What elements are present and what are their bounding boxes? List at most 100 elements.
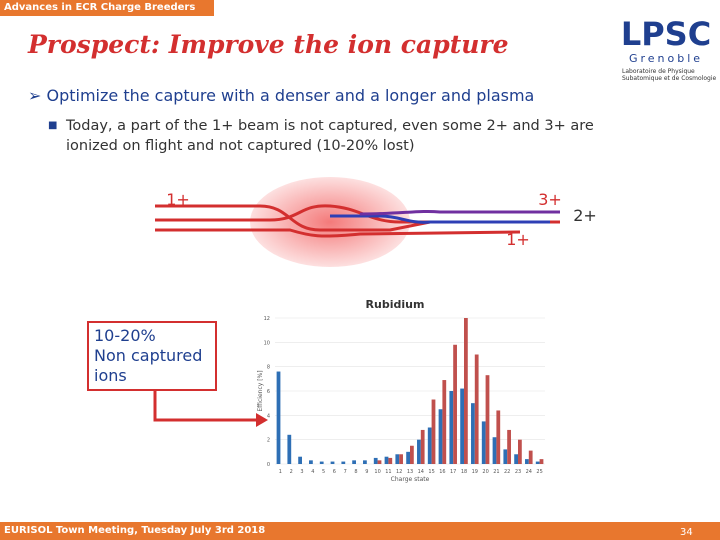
bar bbox=[518, 439, 522, 464]
section-title: Advances in ECR Charge Breeders bbox=[0, 0, 214, 16]
x-tick-label: 14 bbox=[418, 469, 424, 475]
x-tick-label: 8 bbox=[354, 469, 357, 475]
bar bbox=[507, 429, 511, 464]
bar bbox=[431, 399, 436, 464]
y-tick-label: 6 bbox=[267, 389, 270, 395]
x-tick-label: 23 bbox=[515, 469, 521, 475]
footer-text: EURISOL Town Meeting, Tuesday July 3rd 2… bbox=[4, 525, 266, 536]
callout-box bbox=[87, 321, 217, 391]
bar bbox=[330, 461, 335, 464]
bar bbox=[535, 461, 540, 464]
bar bbox=[276, 371, 281, 464]
x-tick-label: 1 bbox=[279, 469, 282, 475]
bar bbox=[388, 457, 393, 464]
logo-name: LPSC bbox=[621, 15, 711, 53]
plasma bbox=[250, 177, 410, 267]
bar bbox=[377, 460, 382, 464]
logo-city: Grenoble bbox=[629, 52, 703, 65]
x-tick-label: 22 bbox=[504, 469, 510, 475]
bar bbox=[420, 429, 425, 464]
beam bbox=[155, 228, 521, 238]
x-tick-label: 19 bbox=[472, 469, 478, 475]
x-tick-label: 9 bbox=[365, 469, 368, 475]
y-tick-label: 10 bbox=[264, 340, 270, 346]
x-tick-label: 7 bbox=[344, 469, 347, 475]
y-tick-label: 4 bbox=[267, 413, 270, 419]
bar bbox=[399, 454, 403, 464]
bar bbox=[395, 454, 400, 464]
bar bbox=[410, 445, 414, 464]
bar bbox=[539, 459, 544, 464]
bullet: ➢ Optimize the capture with a denser and… bbox=[28, 86, 535, 105]
callout-text: 10-20% bbox=[94, 326, 156, 345]
chart: Rubidium Charge state Efficiency [%] 024… bbox=[257, 298, 545, 483]
x-tick-label: 5 bbox=[322, 469, 325, 475]
bar bbox=[460, 388, 464, 464]
bar bbox=[525, 459, 529, 464]
logo-line: Laboratoire de Physique bbox=[622, 68, 695, 75]
beam bbox=[155, 204, 550, 232]
y-axis-title: Efficiency [%] bbox=[257, 370, 264, 411]
bar bbox=[309, 460, 313, 464]
y-tick-label: 2 bbox=[267, 438, 270, 444]
bar bbox=[298, 456, 302, 464]
bar bbox=[481, 421, 486, 464]
bullet-text: Optimize the capture with a denser and a… bbox=[46, 86, 535, 105]
chart-title: Rubidium bbox=[366, 298, 425, 311]
logo-line: Subatomique et de Cosmologie bbox=[622, 75, 717, 82]
x-tick-label: 20 bbox=[482, 469, 488, 475]
sub-bullet: ■ Today, a part of the 1+ beam is not cap… bbox=[48, 118, 594, 154]
bar bbox=[438, 409, 443, 464]
beam-label: 2+ bbox=[573, 206, 597, 225]
bar bbox=[341, 461, 346, 464]
arrow bbox=[153, 390, 258, 422]
x-tick-label: 25 bbox=[536, 469, 542, 475]
beam-label: 1+ bbox=[166, 190, 190, 209]
beam bbox=[330, 214, 550, 224]
beam-label: 3+ bbox=[538, 190, 562, 209]
bar bbox=[453, 344, 457, 464]
bar bbox=[496, 410, 501, 464]
x-tick-label: 11 bbox=[385, 469, 391, 475]
bar bbox=[514, 454, 518, 464]
bar bbox=[449, 391, 454, 464]
sub-bullet-text: Today, a part of the 1+ beam is not capt… bbox=[66, 118, 594, 154]
beam-label: 1+ bbox=[506, 230, 530, 249]
callout-text: Non captured bbox=[94, 346, 202, 365]
bar bbox=[492, 437, 497, 464]
y-tick-label: 12 bbox=[264, 316, 270, 322]
x-tick-label: 13 bbox=[407, 469, 413, 475]
x-tick-label: 10 bbox=[374, 469, 380, 475]
footer-bar bbox=[0, 522, 720, 540]
x-tick-label: 16 bbox=[439, 469, 445, 475]
x-tick-label: 3 bbox=[300, 469, 303, 475]
beam-diagram: 1+ 3+ 1+ 2+ bbox=[155, 177, 597, 267]
bar bbox=[406, 451, 410, 464]
graphics: LPSC Grenoble Laboratoire de Physique Su… bbox=[87, 15, 717, 483]
callout-text: ions bbox=[94, 366, 127, 385]
bar bbox=[471, 403, 475, 464]
y-tick-label: 8 bbox=[267, 365, 270, 371]
logo: LPSC Grenoble Laboratoire de Physique Su… bbox=[621, 15, 717, 82]
bar bbox=[384, 456, 389, 464]
bar bbox=[363, 460, 367, 464]
bar bbox=[474, 354, 479, 464]
bar bbox=[464, 318, 468, 464]
beam bbox=[155, 204, 560, 224]
bar bbox=[485, 375, 490, 464]
bar bbox=[427, 427, 432, 464]
x-axis-title: Charge state bbox=[391, 476, 430, 483]
bar bbox=[373, 457, 378, 464]
bar bbox=[319, 461, 324, 464]
x-tick-label: 2 bbox=[290, 469, 293, 475]
bar bbox=[352, 460, 356, 464]
x-tick-label: 4 bbox=[311, 469, 314, 475]
x-tick-label: 12 bbox=[396, 469, 402, 475]
beam bbox=[359, 209, 560, 216]
slide-title: Prospect: Improve the ion capture bbox=[28, 30, 509, 59]
x-tick-label: 15 bbox=[428, 469, 434, 475]
bar bbox=[528, 450, 533, 464]
x-tick-label: 18 bbox=[461, 469, 467, 475]
bar bbox=[442, 380, 447, 464]
